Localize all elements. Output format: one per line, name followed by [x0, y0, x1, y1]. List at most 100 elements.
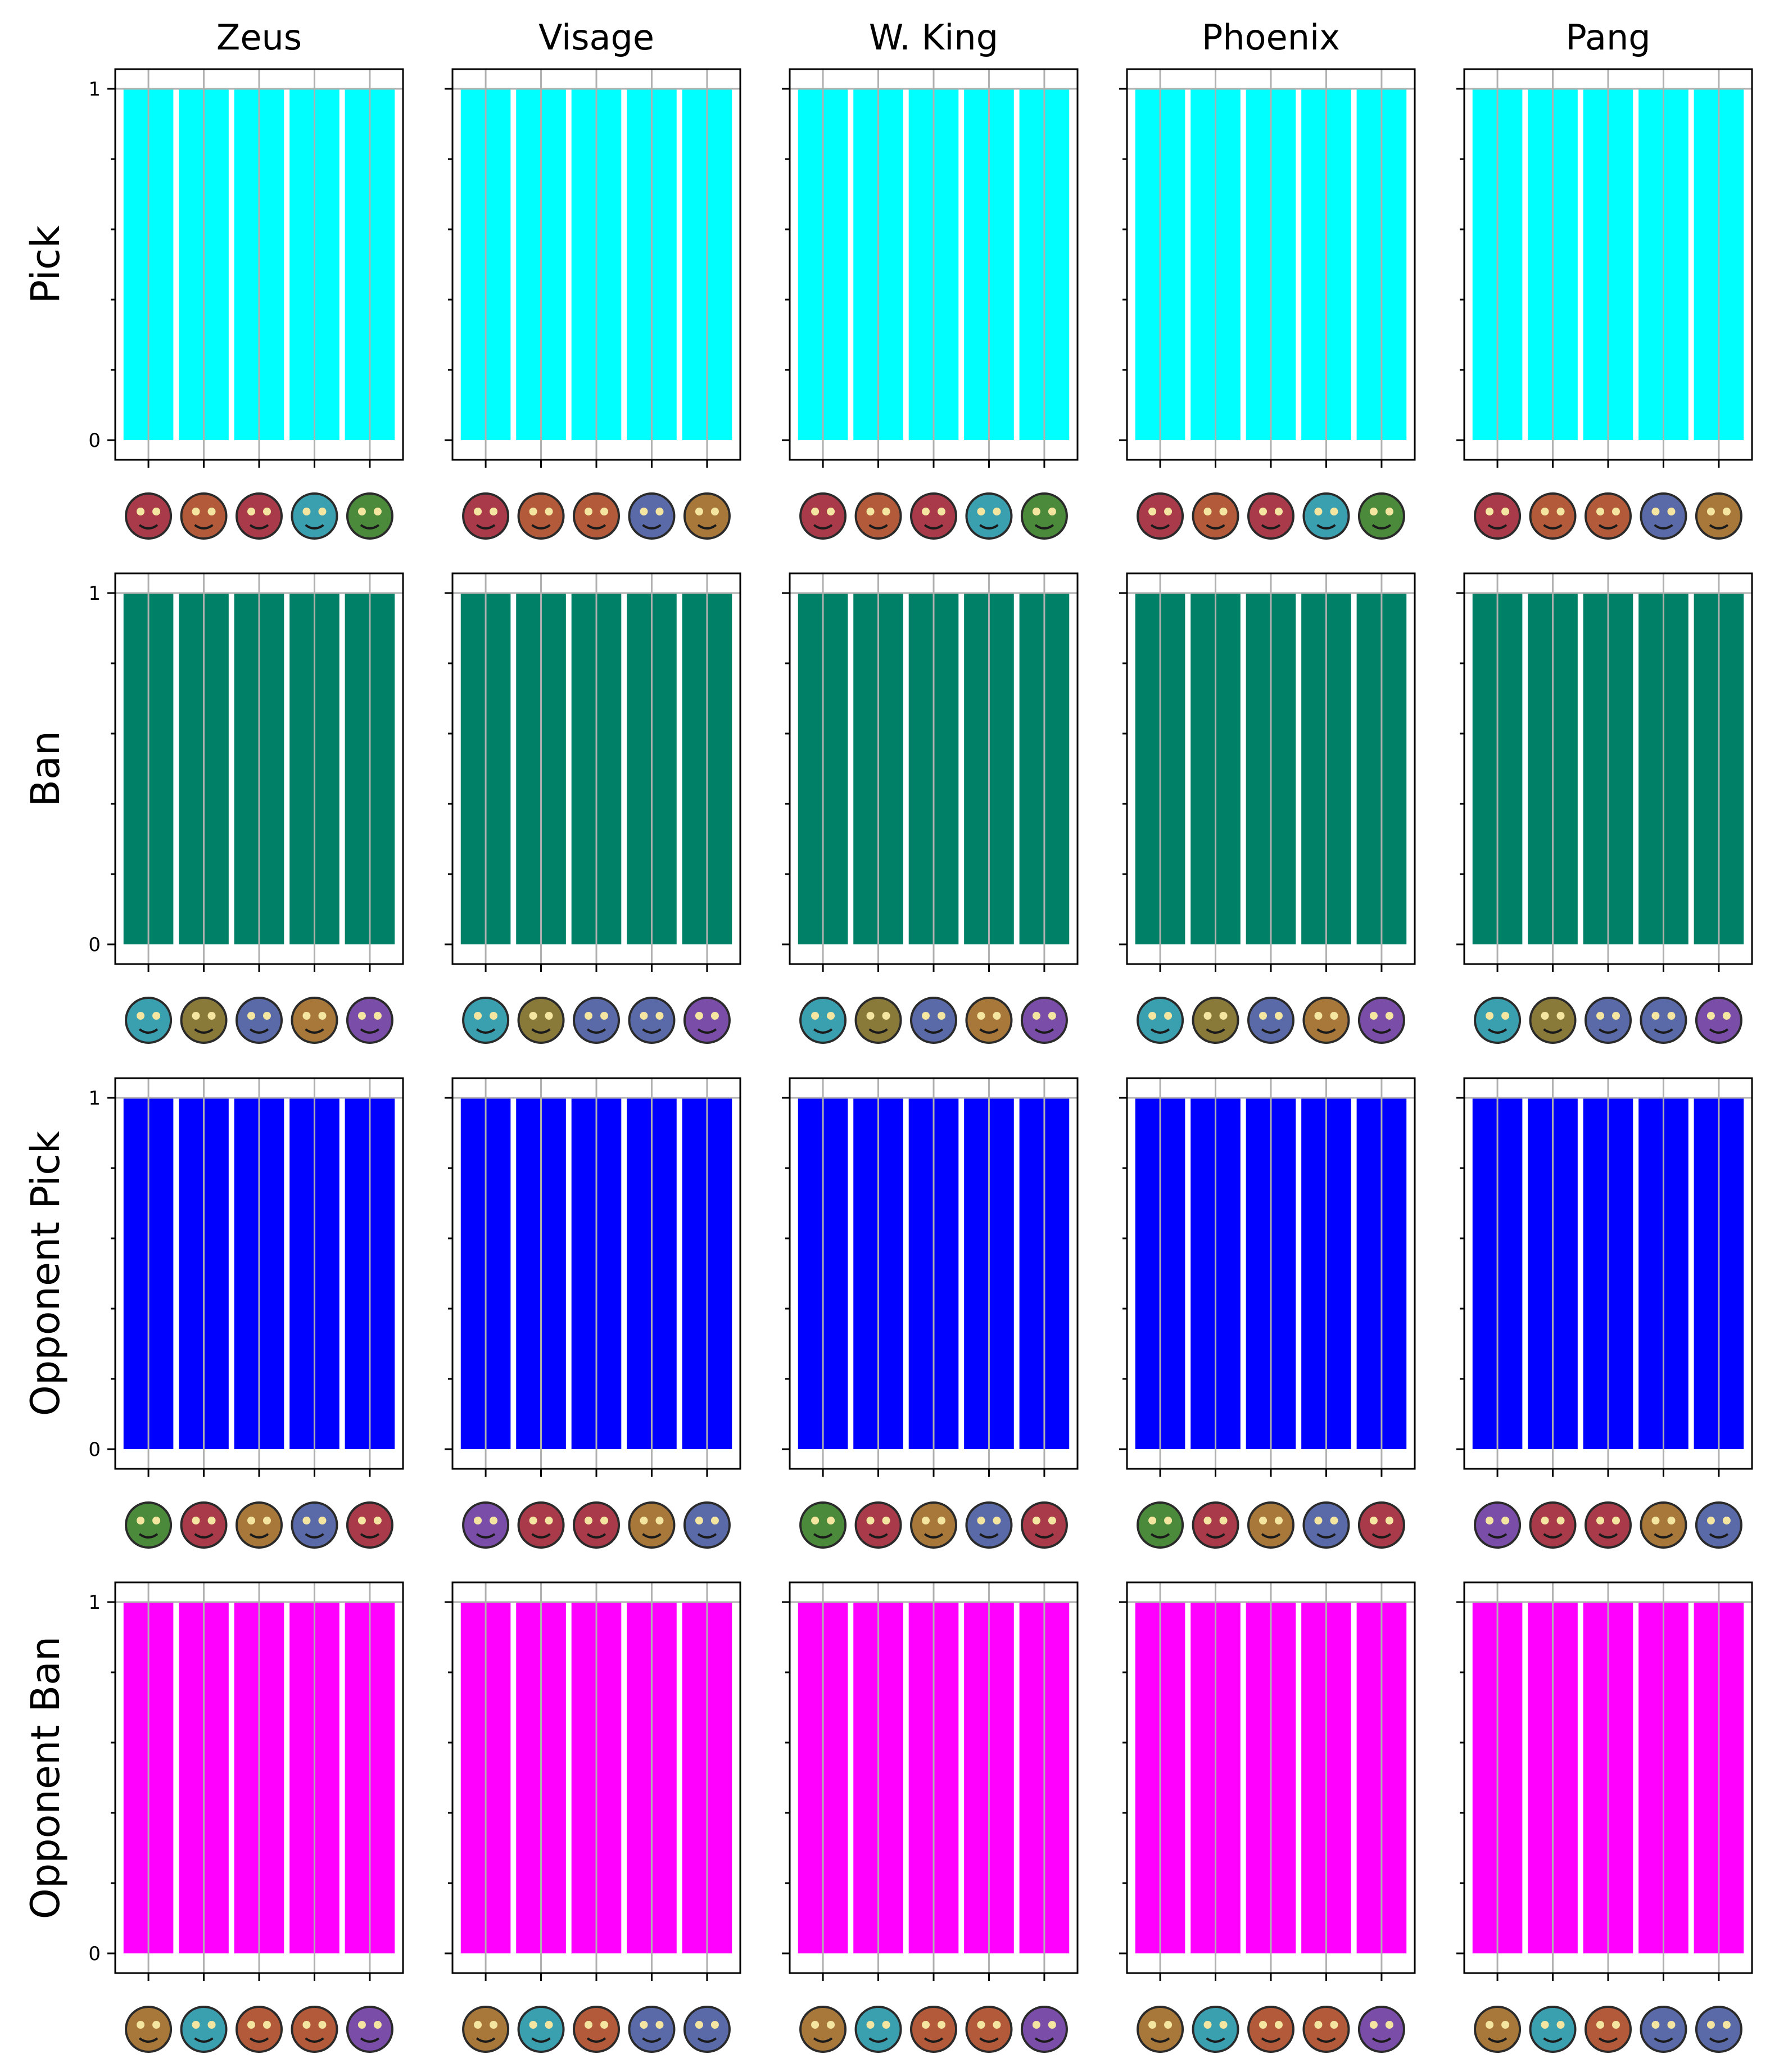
axe-icon: [1192, 492, 1239, 540]
chaos-knight-icon: [1357, 492, 1405, 540]
ancient-apparition-icon: [1302, 1501, 1350, 1549]
magnus-icon: [1585, 1501, 1632, 1549]
ancient-apparition-icon: [1695, 2006, 1742, 2053]
brewmaster-icon: [799, 997, 847, 1044]
treant-icon: [1640, 492, 1687, 540]
bloodseeker-icon: [1137, 2006, 1184, 2053]
tinker-icon: [236, 1501, 283, 1549]
axe-icon: [854, 492, 902, 540]
kunkka-icon: [1357, 997, 1405, 1044]
morphling-icon: [517, 492, 565, 540]
slardar-icon: [1192, 997, 1239, 1044]
earth-spirit-icon: [517, 2006, 565, 2053]
bloodseeker-icon: [1474, 2006, 1522, 2053]
dark-willow-icon: [1192, 1501, 1239, 1549]
subplot-pick-zeus: 01: [88, 68, 404, 540]
centaur-icon: [965, 2006, 1013, 2053]
y-tick-label: 0: [88, 1438, 101, 1461]
morphling-icon: [1529, 492, 1577, 540]
subplot-pick-visage: [445, 68, 741, 540]
subplot-opponent-ban-visage: [445, 1581, 741, 2053]
ancient-apparition-icon: [291, 1501, 338, 1549]
pangolier-icon: [291, 997, 338, 1044]
subplot-opponent-ban-w-king: [782, 1581, 1079, 2053]
row-label-opponent-ban: Opponent Ban: [22, 1636, 69, 1920]
pangolier-icon: [965, 997, 1013, 1044]
dark-willow-icon: [1529, 1501, 1577, 1549]
brewmaster-icon: [1474, 997, 1522, 1044]
weaver-icon: [1585, 997, 1632, 1044]
disruptor-icon: [683, 1501, 731, 1549]
subplot-opponent-pick-zeus: 01: [88, 1077, 404, 1549]
disruptor-icon: [1695, 1501, 1742, 1549]
y-tick-label: 1: [88, 78, 101, 101]
razor-icon: [573, 492, 620, 540]
earth-spirit-icon: [854, 2006, 902, 2053]
tusk-icon: [236, 492, 283, 540]
subplot-opponent-pick-visage: [445, 1077, 741, 1549]
kunkka-icon: [346, 997, 393, 1044]
tiny-icon: [236, 997, 283, 1044]
windranger-icon: [1474, 1501, 1522, 1549]
tinker-icon: [1247, 1501, 1294, 1549]
slardar-icon: [517, 997, 565, 1044]
y-tick-label: 1: [88, 582, 101, 605]
brewmaster-icon: [1137, 997, 1184, 1044]
brewmaster-icon: [125, 997, 173, 1044]
centaur-icon: [1302, 2006, 1350, 2053]
centaur-icon: [291, 2006, 338, 2053]
column-title-w-king: W. King: [869, 17, 998, 58]
io-icon: [1247, 2006, 1294, 2053]
ancient-apparition-icon: [683, 2006, 731, 2053]
beastmaster-icon: [1020, 1501, 1068, 1549]
subplot-opponent-pick-w-king: [782, 1077, 1079, 1549]
slardar-icon: [1529, 997, 1577, 1044]
io-icon: [236, 2006, 283, 2053]
lion-icon: [965, 492, 1013, 540]
dark-willow-icon: [180, 1501, 228, 1549]
subplot-pick-pang: [1456, 68, 1753, 540]
column-title-visage: Visage: [538, 17, 654, 58]
zeus-icon: [799, 492, 847, 540]
tiny-icon: [1247, 997, 1294, 1044]
brewmaster-icon: [462, 997, 510, 1044]
tiny-icon: [1640, 997, 1687, 1044]
earth-spirit-icon: [1192, 2006, 1239, 2053]
beastmaster-icon: [1357, 1501, 1405, 1549]
windranger-icon: [462, 1501, 510, 1549]
column-title-zeus: Zeus: [216, 17, 302, 58]
subplot-ban-pang: [1456, 572, 1753, 1044]
treant-icon: [628, 2006, 676, 2053]
row-label-opponent-pick: Opponent Pick: [22, 1130, 69, 1416]
chaos-knight-icon: [346, 492, 393, 540]
kunkka-icon: [683, 997, 731, 1044]
beastmaster-icon: [346, 1501, 393, 1549]
bloodseeker-icon: [125, 2006, 173, 2053]
skywrath-icon: [1474, 492, 1522, 540]
viper-icon: [1137, 1501, 1184, 1549]
earth-spirit-icon: [1529, 2006, 1577, 2053]
io-icon: [573, 2006, 620, 2053]
y-tick-label: 1: [88, 1087, 101, 1110]
subplot-ban-zeus: 01: [88, 572, 404, 1044]
y-tick-label: 0: [88, 1943, 101, 1965]
dark-willow-icon: [517, 1501, 565, 1549]
pudge-icon: [1357, 2006, 1405, 2053]
dark-willow-icon: [854, 1501, 902, 1549]
ancient-apparition-icon: [965, 1501, 1013, 1549]
viper-icon: [799, 1501, 847, 1549]
subplot-ban-visage: [445, 572, 741, 1044]
skywrath-icon: [462, 492, 510, 540]
subplot-pick-phoenix: [1119, 68, 1416, 540]
zeus-icon: [125, 492, 173, 540]
bloodseeker-icon: [462, 2006, 510, 2053]
subplot-opponent-pick-pang: [1456, 1077, 1753, 1549]
pangolier-icon: [1695, 492, 1742, 540]
y-tick-label: 0: [88, 429, 101, 452]
y-tick-label: 1: [88, 1591, 101, 1614]
viper-icon: [125, 1501, 173, 1549]
axe-icon: [180, 492, 228, 540]
subplot-ban-phoenix: [1119, 572, 1416, 1044]
column-title-pang: Pang: [1565, 17, 1650, 58]
